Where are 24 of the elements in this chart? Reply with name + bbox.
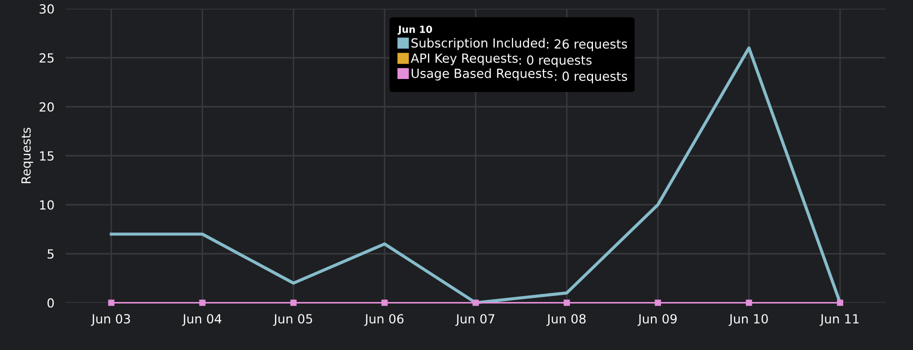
x-tick-label: Jun 07 bbox=[455, 314, 494, 326]
x-tick-label: Jun 08 bbox=[546, 314, 586, 326]
y-tick-label: 20 bbox=[40, 102, 54, 112]
legend-title: Jun 10 bbox=[398, 26, 432, 35]
y-tick-label: 25 bbox=[40, 53, 54, 63]
x-tick-label: Jun 09 bbox=[638, 314, 677, 326]
x-tick-label: Jun 11 bbox=[820, 314, 859, 326]
annotation: : 0 requests bbox=[520, 55, 592, 68]
x-tick-label: Jun 05 bbox=[273, 314, 312, 326]
y-tick-label: 10 bbox=[40, 200, 54, 210]
x-tick-label: Jun 10 bbox=[728, 314, 768, 326]
annotation: : 26 requests bbox=[547, 39, 628, 52]
x-tick-label: Jun 06 bbox=[364, 314, 404, 326]
annotation: : 0 requests bbox=[555, 71, 628, 84]
x-tick-label: Jun 04 bbox=[182, 314, 222, 326]
legend-label: Subscription Included bbox=[411, 38, 545, 50]
x-tick-label: Jun 03 bbox=[90, 314, 130, 326]
y-tick-label: 5 bbox=[48, 249, 54, 259]
y-tick-label: 0 bbox=[47, 298, 54, 308]
legend-label: API Key Requests bbox=[410, 54, 518, 66]
legend-label: Usage Based Requests bbox=[412, 68, 553, 81]
y-tick-label: 30 bbox=[40, 4, 54, 14]
y-axis-title: Requests bbox=[21, 128, 34, 184]
y-tick-label: 15 bbox=[40, 151, 54, 161]
